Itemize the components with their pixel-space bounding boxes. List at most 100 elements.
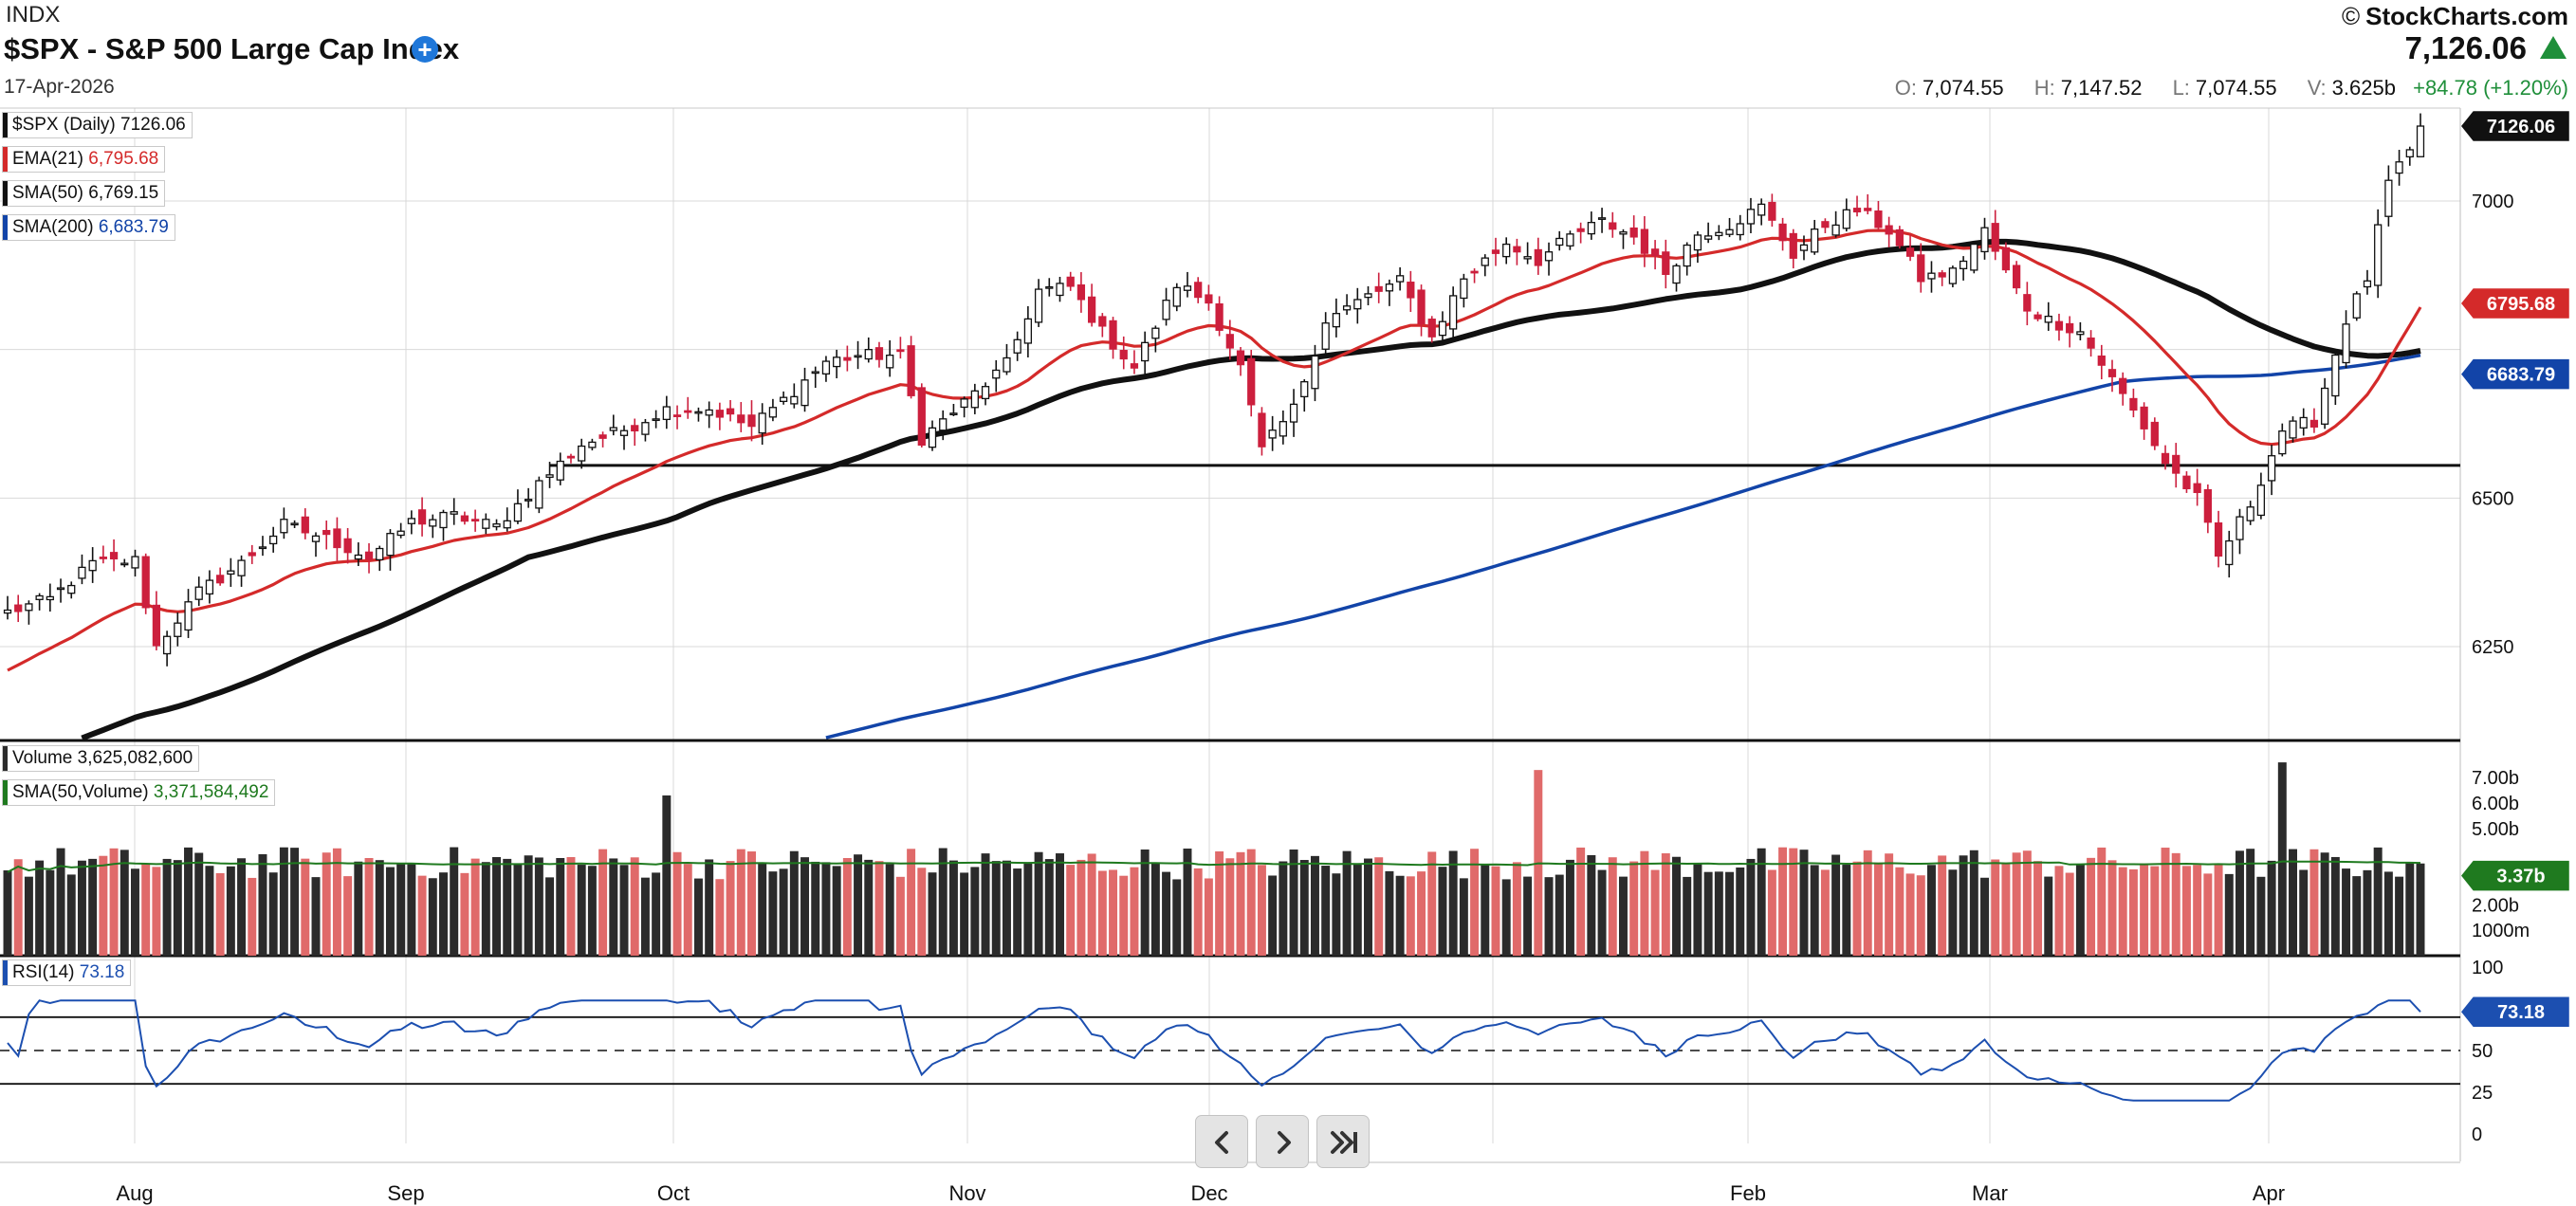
candle-body xyxy=(1247,357,1256,406)
legend-sma200[interactable]: SMA(200) 6,683.79 xyxy=(2,214,175,241)
candle xyxy=(694,407,703,422)
candle xyxy=(470,509,480,532)
candle xyxy=(205,570,214,604)
add-to-list-icon[interactable]: + xyxy=(412,36,438,63)
volume-bar xyxy=(1714,871,1723,956)
candle-body xyxy=(227,570,235,576)
candle-body xyxy=(2140,406,2148,429)
volume-bar xyxy=(1119,875,1129,956)
candle xyxy=(2395,150,2403,186)
volume-bar xyxy=(1618,876,1628,956)
price-axis-label: 7000 xyxy=(2472,192,2514,212)
legend-price[interactable]: $SPX (Daily) 7126.06 xyxy=(2,112,193,138)
open-label: O: xyxy=(1894,76,1918,100)
candle-body xyxy=(1141,341,1150,362)
candle xyxy=(174,612,182,647)
volume-bar xyxy=(109,848,119,956)
low-label: L: xyxy=(2172,76,2190,100)
volume-axis-label: 5.00b xyxy=(2472,819,2519,840)
legend-volume-sma[interactable]: SMA(50,Volume) 3,371,584,492 xyxy=(2,779,276,806)
volume-bar xyxy=(1831,854,1841,956)
candle-body xyxy=(1353,299,1362,310)
legend-rsi[interactable]: RSI(14) 73.18 xyxy=(2,959,132,986)
legend-volume[interactable]: Volume 3,625,082,600 xyxy=(2,745,200,772)
volume-bar xyxy=(162,858,172,956)
sma50-line xyxy=(81,238,2421,741)
volume-bar xyxy=(1332,873,1341,956)
volume-bar xyxy=(1109,869,1118,956)
candle-body xyxy=(280,519,288,534)
candle xyxy=(2140,402,2148,440)
candle xyxy=(2331,349,2340,406)
volume-bar xyxy=(693,878,703,956)
volume-bar xyxy=(1438,867,1447,956)
volume-bar xyxy=(2118,867,2127,956)
volume-bar xyxy=(332,848,341,956)
volume-bar xyxy=(672,851,682,956)
candle xyxy=(684,396,692,419)
brand-logo[interactable]: © StockCharts.com xyxy=(2342,2,2568,31)
candle-body xyxy=(2033,314,2042,320)
candle xyxy=(1034,279,1043,327)
candle-body xyxy=(2107,369,2117,377)
volume-bar xyxy=(77,860,86,956)
candle xyxy=(1332,298,1341,338)
volume-bar xyxy=(1767,869,1776,956)
candle-body xyxy=(1757,203,1766,216)
volume-bar xyxy=(2033,861,2043,956)
volume-label: V: xyxy=(2307,76,2327,100)
rsi-panel xyxy=(0,999,2460,1102)
candle xyxy=(216,567,225,586)
ema21-line xyxy=(7,228,2422,672)
volume-bar xyxy=(1555,874,1564,956)
candle-body xyxy=(1597,217,1607,220)
candle-body xyxy=(1395,275,1405,283)
candle xyxy=(1087,283,1096,327)
candle-body xyxy=(2076,331,2085,336)
candle xyxy=(566,453,576,464)
volume-bar xyxy=(1448,850,1458,956)
volume-bar xyxy=(948,860,958,956)
rsi-axis-label: 50 xyxy=(2472,1041,2493,1062)
volume-bar xyxy=(1034,851,1043,956)
volume-bar xyxy=(1501,879,1511,956)
candle-body xyxy=(1736,223,1744,236)
candle xyxy=(896,337,905,359)
volume-bar xyxy=(290,848,300,956)
candle-body xyxy=(1799,244,1809,251)
candle xyxy=(641,418,650,442)
volume-bar xyxy=(854,854,863,956)
volume-bar xyxy=(1374,857,1384,956)
volume-bar xyxy=(88,858,98,956)
candle-body xyxy=(609,427,617,431)
candle-body xyxy=(513,502,523,522)
candle-body xyxy=(407,518,415,524)
candle xyxy=(1566,230,1574,250)
volume-bar xyxy=(1417,871,1426,956)
candle-body xyxy=(854,355,862,358)
legend-sma50-value: 6,769.15 xyxy=(88,183,159,203)
candle-body xyxy=(2278,430,2287,455)
candle-body xyxy=(737,414,745,424)
legend-sma50[interactable]: SMA(50) 6,769.15 xyxy=(2,180,166,207)
candle xyxy=(705,401,713,429)
volume-bar xyxy=(407,862,416,956)
volume-bar xyxy=(1162,871,1171,956)
candle-body xyxy=(566,455,576,459)
legend-ema21[interactable]: EMA(21) 6,795.68 xyxy=(2,146,166,173)
candle xyxy=(1778,217,1787,251)
candle xyxy=(1619,228,1628,249)
candle-body xyxy=(386,533,395,557)
candle-body xyxy=(1640,228,1649,254)
scroll-forward-button[interactable] xyxy=(1256,1115,1309,1168)
jump-to-end-button[interactable] xyxy=(1316,1115,1370,1168)
low-value: 7,074.55 xyxy=(2195,76,2277,100)
candle xyxy=(1704,222,1713,244)
volume-bar xyxy=(1799,850,1809,956)
scroll-back-button[interactable] xyxy=(1195,1115,1248,1168)
volume-bar xyxy=(736,849,745,956)
candle xyxy=(2203,484,2212,534)
volume-bar xyxy=(2054,866,2064,956)
volume-bar xyxy=(652,872,661,956)
